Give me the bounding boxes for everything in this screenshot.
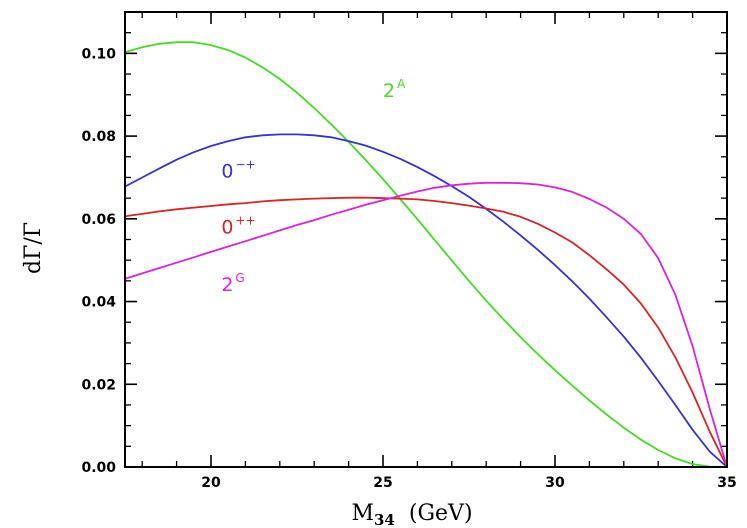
x-tick-label: 35	[717, 475, 736, 491]
y-tick-label: 0.08	[81, 129, 116, 145]
y-tick-label: 0.06	[81, 212, 116, 228]
x-tick-label: 30	[545, 475, 565, 491]
x-tick-label: 25	[373, 475, 392, 491]
x-axis-label-unit: (GeV)	[409, 501, 473, 526]
series-label-0minus-plus: 0 −+	[221, 157, 255, 182]
series-labels: 2 A0 −+0 ++2 G	[221, 77, 406, 296]
y-tick-label: 0.10	[81, 46, 116, 62]
series-label-superscript: −+	[235, 157, 255, 171]
tick-labels: 20 25 30 350.000.020.040.060.080.10	[81, 46, 736, 491]
x-axis-label-subscript: 34	[374, 511, 395, 528]
x-tick-label: 20	[201, 475, 221, 491]
series-line-0plus-plus	[124, 196, 728, 468]
series-line-0minus-plus	[124, 133, 728, 468]
series-label-base: 2	[383, 80, 395, 102]
series-label-base: 0	[221, 160, 233, 182]
series-line-2g	[124, 181, 728, 468]
series-label-superscript: ++	[235, 213, 255, 227]
series-label-base: 2	[221, 274, 233, 296]
y-tick-label: 0.04	[81, 295, 116, 311]
x-axis-label: M34 (GeV)	[351, 501, 472, 528]
series-label-0plus-plus: 0 ++	[221, 213, 255, 238]
y-tick-label: 0.00	[81, 460, 116, 476]
series-line-2a	[124, 41, 728, 468]
y-tick-label: 0.02	[81, 377, 116, 393]
series-label-superscript: G	[235, 271, 244, 285]
y-axis-label: dΓ/Γ	[21, 222, 46, 274]
series-label-base: 0	[221, 216, 233, 238]
x-axis-label-main: M	[351, 501, 374, 526]
series-label-superscript: A	[397, 77, 406, 91]
plot-frame	[124, 11, 728, 468]
series-lines	[124, 41, 728, 468]
